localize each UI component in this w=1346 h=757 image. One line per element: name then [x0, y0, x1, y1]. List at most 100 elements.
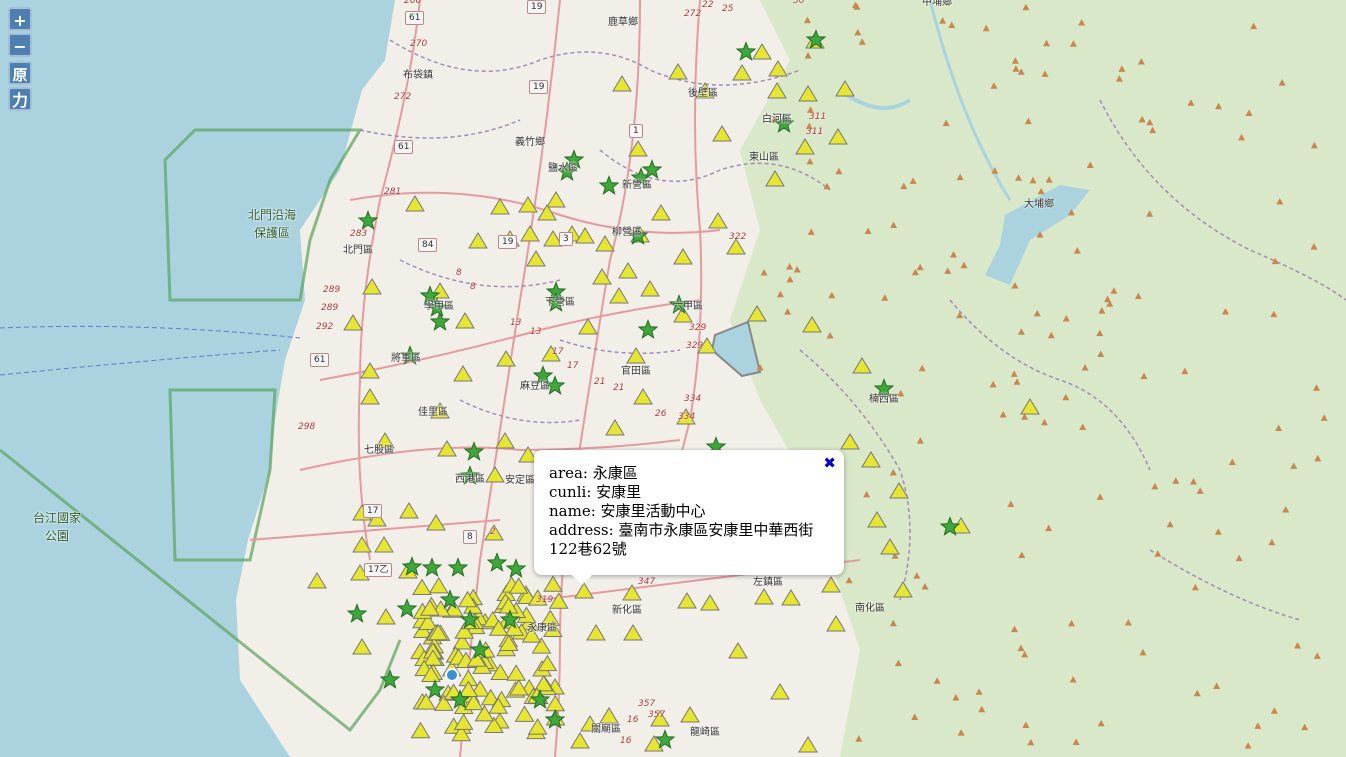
admin-boundary: [949, 299, 1151, 471]
green-star-marker-icon: [459, 465, 481, 485]
park-label: 北門沿海 保護區: [248, 208, 297, 240]
peak-icon: [1081, 364, 1089, 371]
peak-icon: [786, 275, 794, 283]
yellow-triangle-marker-icon: [421, 665, 441, 682]
peak-icon: [1181, 367, 1189, 375]
peak-icon: [1073, 247, 1081, 254]
green-star-marker-icon: [379, 669, 401, 689]
yellow-triangle-marker-icon: [514, 705, 535, 722]
peak-icon: [1193, 689, 1201, 697]
yellow-triangle-marker-icon: [578, 318, 598, 335]
route-number: 311: [809, 112, 827, 122]
peak-icon: [939, 17, 947, 24]
zoom-in-button[interactable]: +: [8, 7, 32, 31]
peak-icon: [1215, 102, 1223, 110]
peak-icon: [863, 490, 871, 498]
yellow-triangle-marker-icon: [626, 347, 646, 364]
peak-icon: [957, 729, 965, 736]
peak-icon: [807, 106, 815, 113]
peak-icon: [1037, 187, 1045, 195]
green-star-marker-icon: [426, 297, 448, 317]
peak-icon: [1146, 118, 1154, 126]
peak-icon: [835, 167, 843, 175]
yellow-triangle-marker-icon: [490, 663, 511, 681]
road: [319, 299, 701, 381]
yellow-triangle-marker-icon: [367, 510, 387, 527]
route-number: 272: [684, 9, 702, 19]
peak-icon: [864, 227, 872, 235]
place-label: 白河區: [762, 114, 792, 125]
green-star-marker-icon: [346, 603, 368, 623]
peak-icon: [1007, 500, 1015, 508]
route-number: 311: [806, 127, 824, 137]
peak-icon: [978, 705, 986, 713]
green-star-marker-icon: [399, 345, 421, 365]
peak-icon: [1110, 287, 1118, 294]
place-label: 鹿草鄉: [608, 17, 638, 28]
peak-icon: [1282, 506, 1290, 513]
green-star-marker-icon: [773, 113, 795, 133]
green-star-marker-icon: [532, 365, 554, 385]
peak-icon: [756, 363, 764, 371]
peak-icon: [1278, 79, 1286, 86]
yellow-triangle-marker-icon: [747, 305, 767, 322]
route-number: 298: [298, 422, 316, 432]
peak-icon: [1011, 282, 1019, 289]
yellow-triangle-marker-icon: [405, 195, 425, 212]
yellow-triangle-marker-icon: [580, 715, 600, 732]
peak-icon: [1214, 528, 1222, 535]
route-number: 272: [394, 92, 412, 102]
peak-icon: [1235, 554, 1243, 562]
yellow-triangle-marker-icon: [545, 694, 566, 712]
yellow-triangle-marker-icon: [802, 316, 822, 333]
yellow-triangle-marker-icon: [861, 451, 881, 468]
peak-icon: [1213, 682, 1221, 690]
route-number: 329: [689, 323, 707, 333]
tool-button-yuan[interactable]: 原: [8, 61, 32, 85]
peak-icon: [1078, 18, 1086, 26]
yellow-triangle-marker-icon: [768, 60, 788, 77]
zoom-out-button[interactable]: −: [8, 33, 32, 57]
place-label: 龍崎區: [690, 727, 720, 738]
park-boundary: [163, 128, 363, 302]
peak-icon: [1104, 295, 1112, 303]
place-label: 佳里區: [418, 407, 448, 418]
admin-boundary: [399, 259, 561, 288]
yellow-triangle-marker-icon: [695, 82, 715, 99]
peak-icon: [1097, 719, 1105, 727]
peak-icon: [989, 380, 997, 388]
yellow-triangle-marker-icon: [754, 588, 774, 605]
green-star-marker-icon: [401, 556, 423, 576]
peak-icon: [807, 228, 815, 235]
peak-icon: [786, 263, 794, 270]
current-location-icon: [445, 668, 459, 682]
yellow-triangle-marker-icon: [574, 582, 594, 599]
peak-icon: [1172, 477, 1180, 484]
road: [459, 0, 561, 757]
green-star-marker-icon: [499, 609, 521, 629]
route-number: 357: [638, 699, 656, 709]
yellow-triangle-marker-icon: [526, 250, 546, 267]
tool-button-li[interactable]: 力: [8, 87, 32, 111]
peak-icon: [1310, 141, 1318, 149]
admin-boundary: [359, 119, 521, 139]
peak-icon: [1139, 648, 1147, 656]
close-icon[interactable]: ✖: [823, 454, 836, 472]
peak-icon: [1041, 70, 1049, 77]
route-number: 13: [510, 318, 522, 328]
peak-icon: [1320, 414, 1328, 421]
yellow-triangle-marker-icon: [455, 312, 475, 329]
yellow-triangle-marker-icon: [520, 225, 540, 242]
green-star-marker-icon: [545, 292, 567, 312]
yellow-triangle-marker-icon: [651, 204, 671, 221]
peak-icon: [1062, 315, 1070, 322]
yellow-triangle-marker-icon: [680, 706, 700, 723]
route-number: 30: [793, 0, 805, 6]
yellow-triangle-marker-icon: [498, 634, 519, 651]
yellow-triangle-marker-icon: [543, 575, 563, 592]
peak-icon: [1310, 243, 1318, 250]
peak-icon: [760, 269, 768, 276]
peak-icon: [881, 294, 889, 301]
